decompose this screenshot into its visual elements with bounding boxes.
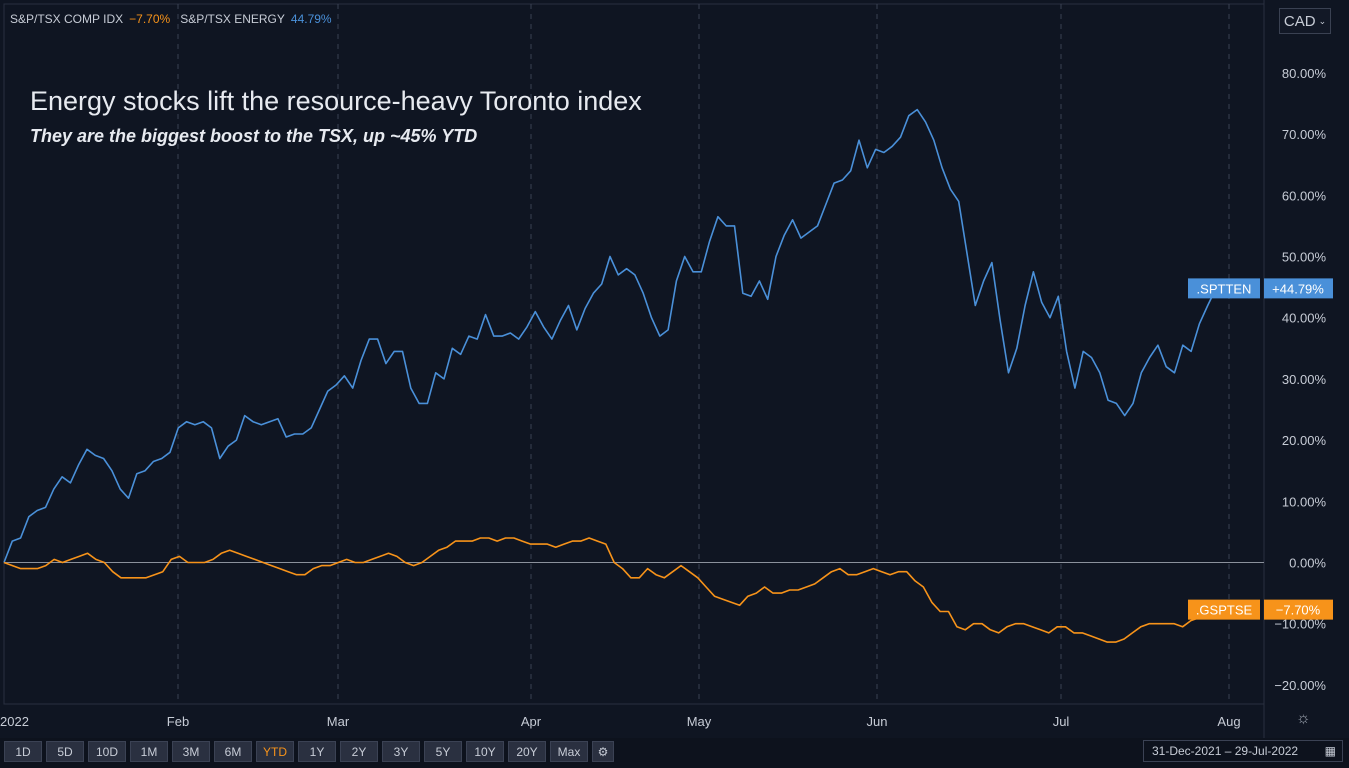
range-button-10y[interactable]: 10Y (466, 741, 504, 762)
legend: S&P/TSX COMP IDX −7.70% S&P/TSX ENERGY 44.7… (10, 12, 338, 26)
x-axis: 2022 Feb Mar Apr May Jun Jul Aug (0, 714, 1241, 729)
x-tick-label: Mar (327, 714, 350, 729)
series-name-tag (1188, 599, 1260, 620)
range-button-max[interactable]: Max (550, 741, 588, 762)
y-tick-label: 20.00% (1282, 433, 1327, 448)
y-tick-label: 10.00% (1282, 494, 1327, 509)
currency-dropdown[interactable]: CAD ⌄ (1279, 8, 1331, 34)
calendar-icon: ▦ (1324, 744, 1336, 758)
x-tick-label: May (687, 714, 712, 729)
x-tick-label: 2022 (0, 714, 29, 729)
y-tick-label: −10.00% (1274, 617, 1326, 632)
range-button-20y[interactable]: 20Y (508, 741, 546, 762)
gear-icon[interactable]: ⚙ (592, 741, 614, 762)
y-tick-label: 60.00% (1282, 188, 1327, 203)
series-value-label: −7.70% (1276, 603, 1321, 618)
currency-label: CAD (1283, 12, 1316, 30)
legend-name-energy: S&P/TSX ENERGY (180, 12, 285, 26)
series-end-labels: .SPTTEN +44.79% .GSPTSE −7.70% (1188, 278, 1333, 620)
x-tick-label: Feb (167, 714, 189, 729)
series-value-tag (1264, 599, 1333, 620)
x-tick-label: Apr (521, 714, 542, 729)
x-tick-label: Aug (1217, 714, 1240, 729)
range-button-3y[interactable]: 3Y (382, 741, 420, 762)
chart-title: Energy stocks lift the resource-heavy To… (30, 86, 642, 116)
chart-subtitle: They are the biggest boost to the TSX, u… (30, 126, 478, 146)
range-button-1y[interactable]: 1Y (298, 741, 336, 762)
range-button-10d[interactable]: 10D (88, 741, 126, 762)
range-button-6m[interactable]: 6M (214, 741, 252, 762)
y-tick-label: −20.00% (1274, 678, 1326, 693)
legend-value-tsx: −7.70% (129, 12, 171, 26)
chart-area[interactable]: 80.00% 70.00% 60.00% 50.00% 40.00% 30.00% 20.0… (0, 0, 1349, 738)
series-name-label: .SPTTEN (1197, 281, 1252, 296)
range-button-ytd[interactable]: YTD (256, 741, 294, 762)
date-range-text: 31-Dec-2021 – 29-Jul-2022 (1152, 744, 1299, 758)
range-button-5d[interactable]: 5D (46, 741, 84, 762)
y-tick-label: 70.00% (1282, 127, 1327, 142)
date-range-field[interactable]: 31-Dec-2021 – 29-Jul-2022 ▦ (1143, 740, 1343, 762)
legend-name-tsx: S&P/TSX COMP IDX (10, 12, 124, 26)
x-tick-label: Jul (1053, 714, 1070, 729)
chart-lines (3, 108, 1217, 643)
range-button-3m[interactable]: 3M (172, 741, 210, 762)
y-tick-label: 0.00% (1289, 556, 1326, 571)
range-button-5y[interactable]: 5Y (424, 741, 462, 762)
y-tick-label: 50.00% (1282, 250, 1327, 265)
series-value-tag (1264, 278, 1333, 299)
y-tick-label: 80.00% (1282, 66, 1327, 81)
chevron-down-icon: ⌄ (1318, 15, 1327, 26)
series-name-tag (1188, 278, 1260, 299)
legend-value-energy: 44.79% (290, 12, 332, 26)
y-tick-label: 30.00% (1282, 372, 1327, 387)
series-line-energy (3, 108, 1217, 563)
chart-settings-icon[interactable]: ☼ (1296, 710, 1311, 727)
series-line-tsx (3, 537, 1217, 643)
series-name-label: .GSPTSE (1196, 603, 1253, 618)
series-value-label: +44.79% (1272, 281, 1324, 296)
range-button-1m[interactable]: 1M (130, 741, 168, 762)
range-button-1d[interactable]: 1D (4, 741, 42, 762)
range-button-2y[interactable]: 2Y (340, 741, 378, 762)
y-tick-label: 40.00% (1282, 311, 1327, 326)
x-tick-label: Jun (867, 714, 888, 729)
y-axis: 80.00% 70.00% 60.00% 50.00% 40.00% 30.00% 20.0… (1274, 66, 1326, 693)
